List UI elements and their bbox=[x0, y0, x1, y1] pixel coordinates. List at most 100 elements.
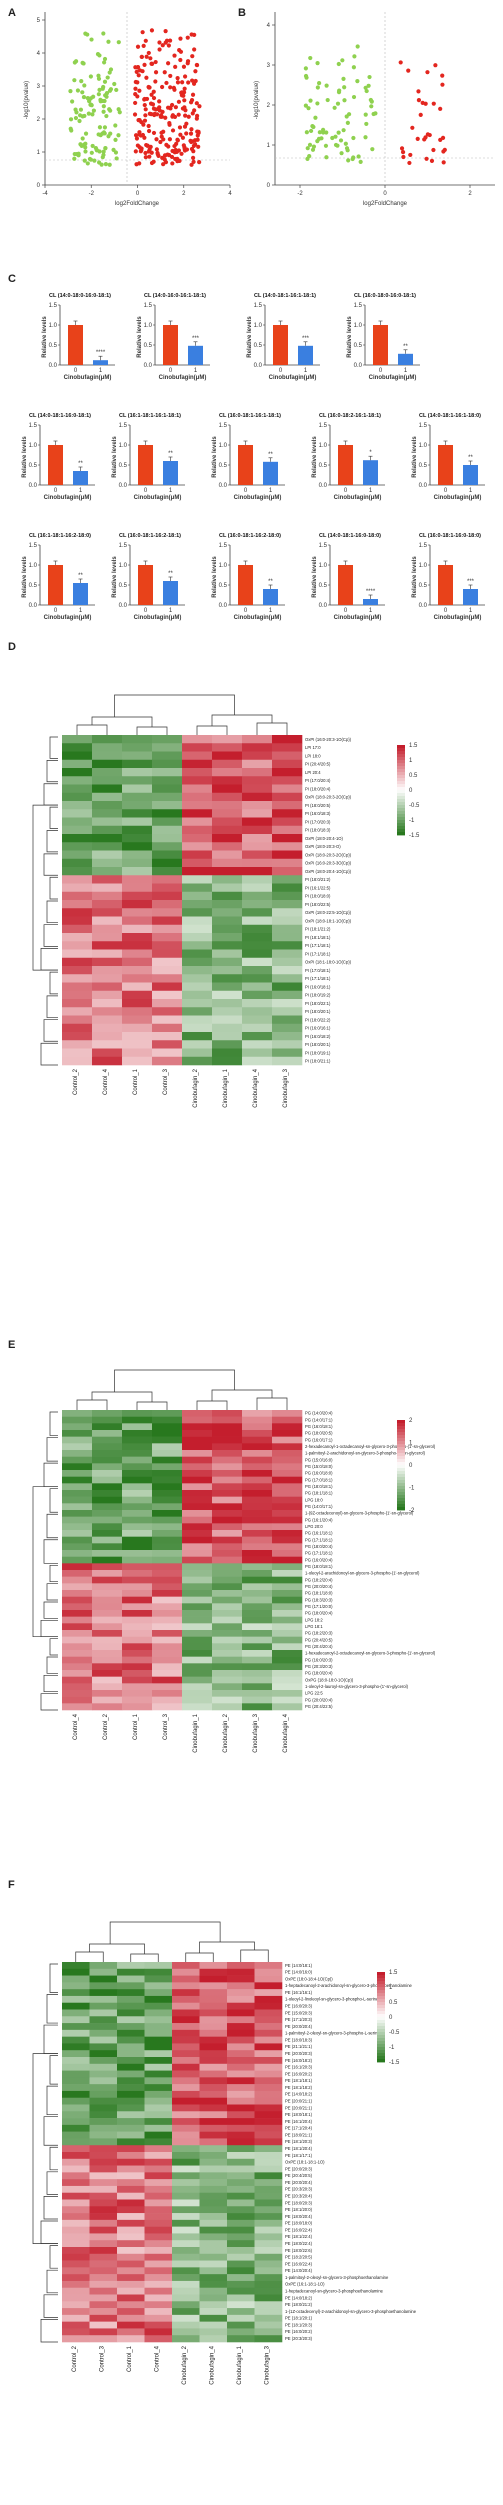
heatmap-cell bbox=[62, 2260, 90, 2268]
heatmap-cell bbox=[227, 1968, 255, 1976]
heatmap-cell bbox=[117, 2335, 145, 2343]
heatmap-cell bbox=[242, 1630, 273, 1637]
heatmap-cell bbox=[212, 990, 243, 1000]
volcano-point-down bbox=[80, 136, 85, 141]
bar-category-label: 1 bbox=[79, 488, 83, 494]
heatmap-cell bbox=[242, 1436, 273, 1444]
legend-swatch bbox=[397, 796, 405, 800]
heatmap-cell bbox=[122, 941, 153, 950]
volcano-point-down bbox=[358, 159, 363, 164]
heatmap-cell bbox=[199, 2206, 228, 2214]
heatmap-cell bbox=[182, 784, 213, 794]
volcano-point-up bbox=[175, 159, 180, 164]
heatmap-cell bbox=[242, 999, 273, 1008]
volcano-point-up bbox=[194, 62, 199, 68]
volcano-point-up bbox=[191, 159, 196, 164]
bar-y-tick-label: 0.0 bbox=[254, 363, 263, 369]
legend-tick-label: 1 bbox=[409, 1441, 413, 1447]
heatmap-column-label: Cinobufagin_3 bbox=[253, 1713, 259, 1752]
heatmap-cell bbox=[227, 2158, 255, 2166]
heatmap-cell bbox=[117, 2172, 145, 2180]
heatmap-column-label: Cinobufagin_2 bbox=[193, 1068, 199, 1107]
heatmap-row-label: OxPE (16:1-18:1-1O) bbox=[285, 2282, 325, 2287]
heatmap-cell bbox=[92, 1563, 123, 1571]
heatmap-cell bbox=[117, 2029, 145, 2037]
volcano-point-down bbox=[96, 160, 102, 165]
heatmap-cell bbox=[122, 842, 153, 851]
heatmap-cell bbox=[254, 2253, 283, 2261]
heatmap-row-label: 1-palmitoyl-2-oleoyl-sn-glycero-3-phosph… bbox=[285, 2031, 380, 2036]
heatmap-cell bbox=[172, 2043, 200, 2051]
heatmap-cell bbox=[172, 2063, 200, 2071]
heatmap-cell bbox=[199, 2057, 228, 2065]
y-tick-label: 0 bbox=[37, 183, 41, 189]
legend-tick-label: -0.5 bbox=[409, 803, 420, 809]
volcano-point-down bbox=[364, 88, 369, 94]
legend-swatch bbox=[397, 1501, 405, 1505]
volcano-point-up bbox=[408, 152, 413, 158]
heatmap-row-label: PG (16:0/18:1) bbox=[305, 1424, 333, 1429]
heatmap-cell bbox=[182, 1583, 213, 1591]
legend-swatch bbox=[397, 754, 405, 758]
row-dendrogram bbox=[49, 876, 58, 900]
heatmap-cell bbox=[62, 2253, 90, 2261]
bar-y-tick-label: 0.5 bbox=[419, 583, 428, 589]
heatmap-cell bbox=[182, 924, 213, 934]
heatmap-cell bbox=[62, 1023, 93, 1033]
heatmap-row-label: PG (18:0/20:4) bbox=[305, 1611, 333, 1616]
heatmap-cell bbox=[144, 2097, 173, 2105]
y-tick-label: 4 bbox=[267, 23, 271, 29]
heatmap-cell bbox=[212, 1463, 243, 1471]
heatmap-cell bbox=[242, 776, 273, 785]
heatmap-cell bbox=[92, 1670, 123, 1677]
volcano-point-up bbox=[141, 122, 146, 127]
heatmap-cell bbox=[117, 2158, 145, 2166]
volcano-point-down bbox=[313, 115, 318, 120]
volcano-a-points bbox=[68, 28, 202, 167]
panel-letter-d: D bbox=[8, 641, 16, 653]
volcano-point-up bbox=[189, 32, 194, 37]
heatmap-cell bbox=[254, 2314, 283, 2322]
volcano-point-up bbox=[142, 102, 147, 108]
heatmap-cell bbox=[144, 2165, 173, 2173]
heatmap-cell bbox=[152, 1032, 183, 1041]
heatmap-cell bbox=[92, 916, 123, 926]
heatmap-cell bbox=[62, 1463, 93, 1471]
heatmap-cell bbox=[89, 2274, 118, 2282]
volcano-point-up bbox=[157, 105, 162, 110]
heatmap-cell bbox=[62, 2023, 90, 2031]
volcano-point-down bbox=[308, 128, 314, 134]
heatmap-cell bbox=[182, 999, 213, 1008]
heatmap-row-label: PG (16:1/18:1) bbox=[305, 1531, 333, 1536]
heatmap-cell bbox=[89, 2057, 118, 2065]
volcano-point-up bbox=[431, 147, 436, 153]
heatmap-row-label: 1-hexadecanoyl-2-octadecanoyl-sn-glycero… bbox=[305, 1651, 436, 1656]
heatmap-cell bbox=[182, 1476, 213, 1484]
bar-y-tick-label: 1.5 bbox=[219, 423, 228, 429]
heatmap-cell bbox=[199, 1989, 228, 1997]
heatmap-cell bbox=[62, 2267, 90, 2275]
heatmap-cell bbox=[212, 1543, 243, 1551]
heatmap-cell bbox=[152, 875, 183, 884]
heatmap-cell bbox=[144, 2023, 173, 2031]
legend-swatch bbox=[397, 793, 405, 797]
volcano-point-up bbox=[160, 43, 165, 48]
heatmap-cell bbox=[92, 1056, 123, 1066]
heatmap-row-label: PE (14:0/18:2) bbox=[285, 2295, 313, 2300]
legend-swatch bbox=[377, 2038, 385, 2042]
heatmap-row-label: LPG 18:1 bbox=[305, 1624, 323, 1629]
heatmap-cell bbox=[122, 1570, 153, 1577]
volcano-point-up bbox=[400, 149, 406, 155]
column-dendrogram bbox=[185, 1952, 214, 1962]
bar-treated bbox=[73, 471, 88, 485]
legend-swatch bbox=[377, 2008, 385, 2012]
heatmap-cell bbox=[92, 1410, 123, 1417]
volcano-point-up bbox=[143, 150, 148, 156]
volcano-point-up bbox=[193, 142, 198, 147]
volcano-point-down bbox=[81, 94, 87, 100]
volcano-point-up bbox=[150, 61, 155, 67]
bar-y-tick-label: 0.5 bbox=[119, 463, 128, 469]
heatmap-cell bbox=[242, 1650, 273, 1657]
heatmap-cell bbox=[144, 2185, 173, 2194]
heatmap-cell bbox=[117, 1989, 145, 1997]
